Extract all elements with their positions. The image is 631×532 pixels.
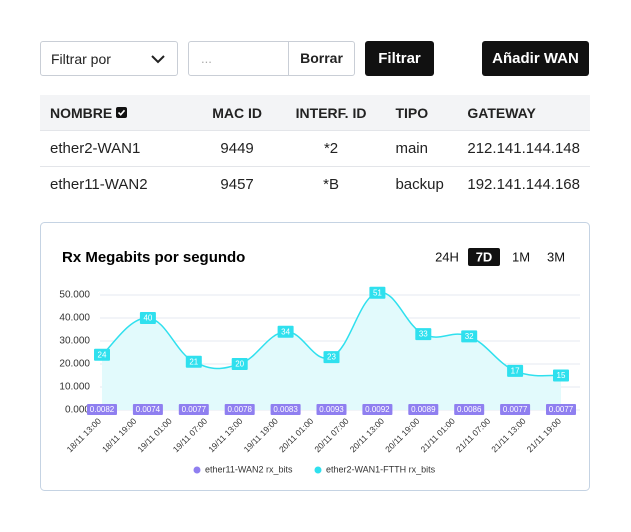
data-label-bg [270,403,301,415]
cell: 192.141.144.168 [457,166,590,202]
data-label: 40 [143,314,152,323]
data-label-bg [139,312,156,324]
cell: 212.141.144.148 [457,130,590,167]
data-label-bg [224,403,255,415]
cell: ether2-WAN1 [40,130,198,167]
data-label: 0.0093 [319,405,344,414]
y-tick-label: 20.000 [59,359,90,370]
data-label: 0.0082 [90,405,115,414]
cell: *2 [276,130,386,167]
data-label-bg [178,403,209,415]
placeholder: ... [201,51,212,66]
data-label: 0.0078 [227,405,252,414]
legend-swatch [193,466,201,474]
series-area [102,292,561,410]
select-label: Filtrar por [51,51,111,67]
data-label-bg [132,403,163,415]
range-button[interactable]: 1M [512,249,530,264]
data-label-bg [323,351,340,364]
cell: 9449 [197,130,277,167]
data-label: 17 [511,367,520,376]
data-label: 20 [235,360,244,369]
data-label: 32 [465,332,474,341]
data-label: 0.0086 [457,405,482,414]
data-label: 21 [189,357,198,366]
th: GATEWAY [457,95,590,131]
data-label: 0.0077 [182,405,207,414]
clear-button[interactable]: Borrar [288,42,354,75]
data-label-bg [500,403,531,415]
th: INTERF. ID [276,95,386,131]
cell: backup [385,166,458,202]
data-label-bg [369,286,386,299]
cell: ether11-WAN2 [40,166,198,202]
data-label-bg [507,364,524,377]
th: NOMBRE [50,104,113,121]
y-tick-label: 0.000 [65,405,90,416]
data-label: 33 [419,330,428,339]
data-label-bg [546,403,576,415]
data-label-bg [87,403,117,415]
legend-label: ether2-WAN1-FTTH rx_bits [326,464,436,474]
search-input[interactable]: ... Borrar [188,41,355,76]
data-label: 23 [327,353,336,362]
th: MAC ID [197,95,277,131]
data-label-bg [231,358,248,370]
y-tick-label: 40.000 [59,313,90,324]
data-label: 0.0083 [273,405,298,414]
add-button[interactable]: Añadir WAN [482,41,589,76]
data-label-bg [454,403,485,415]
data-label-bg [362,403,393,415]
data-label-bg [408,403,439,415]
data-label: 15 [557,371,566,380]
y-tick-label: 50.000 [59,290,90,301]
data-label: 0.0074 [136,405,161,414]
chevron [151,55,165,64]
legend-swatch [314,466,322,474]
data-label-bg [316,403,347,415]
chart-title: Rx Megabits por segundo [62,249,245,266]
data-label: 24 [98,350,107,359]
wan-table: NOMBRE MAC ID INTERF. ID TIPO GATEWAY et… [40,95,590,202]
data-label-bg [94,348,110,361]
cell: 9457 [197,166,277,202]
legend-label: ether11-WAN2 rx_bits [205,464,293,474]
data-label: 0.0077 [549,405,574,414]
data-label-bg [185,355,202,368]
data-label: 0.0092 [365,405,390,414]
data-label: 34 [281,327,290,336]
row[interactable]: ether11-WAN2 9457 *B backup 192.141.144.168 [40,166,590,202]
th: TIPO [385,95,458,131]
data-label-bg [553,369,569,382]
range-button[interactable]: 3M [547,249,565,264]
cell: *B [276,166,386,202]
data-label-bg [461,330,478,343]
range-button[interactable]: 24H [435,249,459,264]
header-row: NOMBRE MAC ID INTERF. ID TIPO GATEWAY [40,95,590,131]
data-label-bg [277,325,294,338]
range-selected-bg [468,248,500,266]
filter-select[interactable]: Filtrar por [40,41,178,76]
y-tick-label: 10.000 [59,382,90,393]
row[interactable]: ether2-WAN1 9449 *2 main 212.141.144.148 [40,130,590,167]
filter-button[interactable]: Filtrar [365,41,434,76]
y-tick-label: 30.000 [59,336,90,347]
check-icon [116,106,128,118]
data-label: 51 [373,288,382,297]
data-label: 0.0077 [503,405,528,414]
range-button[interactable]: 7D [476,249,493,264]
cell: main [385,130,458,167]
data-label-bg [415,328,432,341]
data-label: 0.0089 [411,405,436,414]
